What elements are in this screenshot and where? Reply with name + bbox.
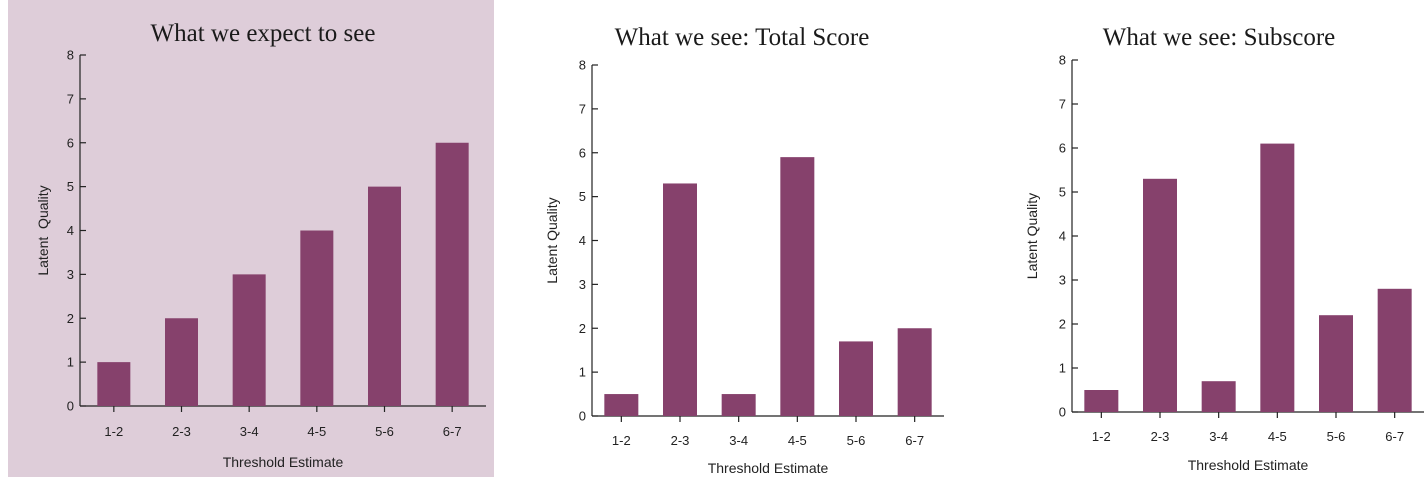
- bar-6-7: [897, 328, 932, 416]
- x-tick-label: 2-3: [172, 424, 191, 439]
- bar-1-2: [604, 394, 639, 416]
- x-tick-label: 1-2: [612, 433, 631, 448]
- y-tick-label: 7: [579, 101, 586, 116]
- x-tick-label: 3-4: [729, 433, 748, 448]
- y-axis-label: Latent Quality: [1024, 193, 1040, 279]
- y-tick-label: 0: [1059, 405, 1066, 420]
- bar-3-4: [721, 394, 756, 416]
- x-tick-label: 6-7: [905, 433, 924, 448]
- y-axis-label: Latent Quality: [35, 185, 51, 275]
- y-tick-label: 1: [1059, 361, 1066, 376]
- y-tick-label: 0: [579, 409, 586, 424]
- chart-title: What we see: Total Score: [615, 24, 870, 51]
- y-tick-label: 6: [67, 135, 74, 150]
- chart-panel-subscore: What we see: Subscore 0 1 2 3 4 5 6 7 8 1-2 2-3 3-4 4…: [990, 0, 1424, 485]
- y-tick-label: 7: [1059, 97, 1066, 112]
- bar-4-5: [780, 157, 815, 416]
- y-tick-label: 3: [579, 277, 586, 292]
- y-tick-label: 3: [1059, 273, 1066, 288]
- y-tick-label: 4: [1059, 229, 1066, 244]
- x-tick-label: 5-6: [375, 424, 394, 439]
- chart-panel-total-score: What we see: Total Score 0 1 2 3 4 5 6 7 8 1-2 2-3 3…: [500, 0, 960, 485]
- y-tick-label: 6: [1059, 141, 1066, 156]
- x-axis-label: Threshold Estimate: [708, 460, 829, 476]
- y-tick-label: 5: [579, 189, 586, 204]
- y-tick-label: 2: [579, 321, 586, 336]
- y-axis-label: Latent Quality: [544, 197, 560, 283]
- bar-5-6: [1319, 315, 1353, 412]
- x-tick-label: 1-2: [1092, 429, 1111, 444]
- x-tick-label: 4-5: [307, 424, 326, 439]
- y-tick-label: 0: [67, 399, 74, 414]
- y-tick-label: 8: [579, 58, 586, 73]
- x-tick-label: 2-3: [671, 433, 690, 448]
- x-tick-label: 3-4: [1209, 429, 1228, 444]
- chart-title: What we see: Subscore: [1103, 24, 1336, 51]
- y-tick-label: 5: [1059, 185, 1066, 200]
- y-tick-label: 5: [67, 179, 74, 194]
- y-tick-label: 4: [579, 233, 586, 248]
- bar-1-2: [97, 362, 131, 406]
- y-tick-label: 1: [579, 365, 586, 380]
- x-tick-label: 3-4: [240, 424, 259, 439]
- y-tick-label: 8: [1059, 53, 1066, 68]
- x-tick-label: 4-5: [1268, 429, 1287, 444]
- chart-panel-expected: What we expect to see 0 1 2 3 4 5 6 7 8 1-2 2-3 3-4 4…: [8, 0, 494, 477]
- y-tick-label: 4: [67, 223, 74, 238]
- bar-2-3: [165, 318, 198, 406]
- y-tick-label: 7: [67, 91, 74, 106]
- x-tick-label: 6-7: [1385, 429, 1404, 444]
- y-tick-label: 1: [67, 355, 74, 370]
- bar-2-3: [663, 183, 697, 416]
- y-tick-label: 8: [67, 48, 74, 63]
- bar-6-7: [435, 142, 469, 406]
- y-tick-label: 3: [67, 267, 74, 282]
- x-tick-label: 2-3: [1151, 429, 1170, 444]
- bar-3-4: [232, 274, 266, 406]
- bar-5-6: [839, 341, 873, 416]
- bar-4-5: [1260, 143, 1295, 412]
- x-tick-label: 4-5: [788, 433, 807, 448]
- bar-1-2: [1084, 390, 1119, 412]
- bar-6-7: [1377, 288, 1412, 412]
- bar-3-4: [1201, 381, 1236, 412]
- x-tick-label: 6-7: [443, 424, 462, 439]
- x-axis-label: Threshold Estimate: [1188, 457, 1309, 473]
- x-tick-label: 5-6: [1327, 429, 1346, 444]
- y-tick-label: 2: [1059, 317, 1066, 332]
- chart-total-score: What we see: Total Score 0 1 2 3 4 5 6 7 8 1-2 2-3 3…: [544, 24, 944, 476]
- y-tick-label: 2: [67, 311, 74, 326]
- x-tick-label: 5-6: [847, 433, 866, 448]
- chart-expected: What we expect to see 0 1 2 3 4 5 6 7 8 1-2 2-3 3-4 4…: [8, 0, 494, 477]
- chart-title: What we expect to see: [151, 20, 376, 47]
- bar-5-6: [368, 186, 401, 406]
- bar-2-3: [1143, 178, 1177, 412]
- y-tick-label: 6: [579, 145, 586, 160]
- chart-subscore: What we see: Subscore 0 1 2 3 4 5 6 7 8 1-2 2-3 3-4 4…: [1024, 24, 1424, 473]
- bar-4-5: [300, 230, 334, 406]
- x-axis-label: Threshold Estimate: [223, 454, 344, 470]
- x-tick-label: 1-2: [104, 424, 123, 439]
